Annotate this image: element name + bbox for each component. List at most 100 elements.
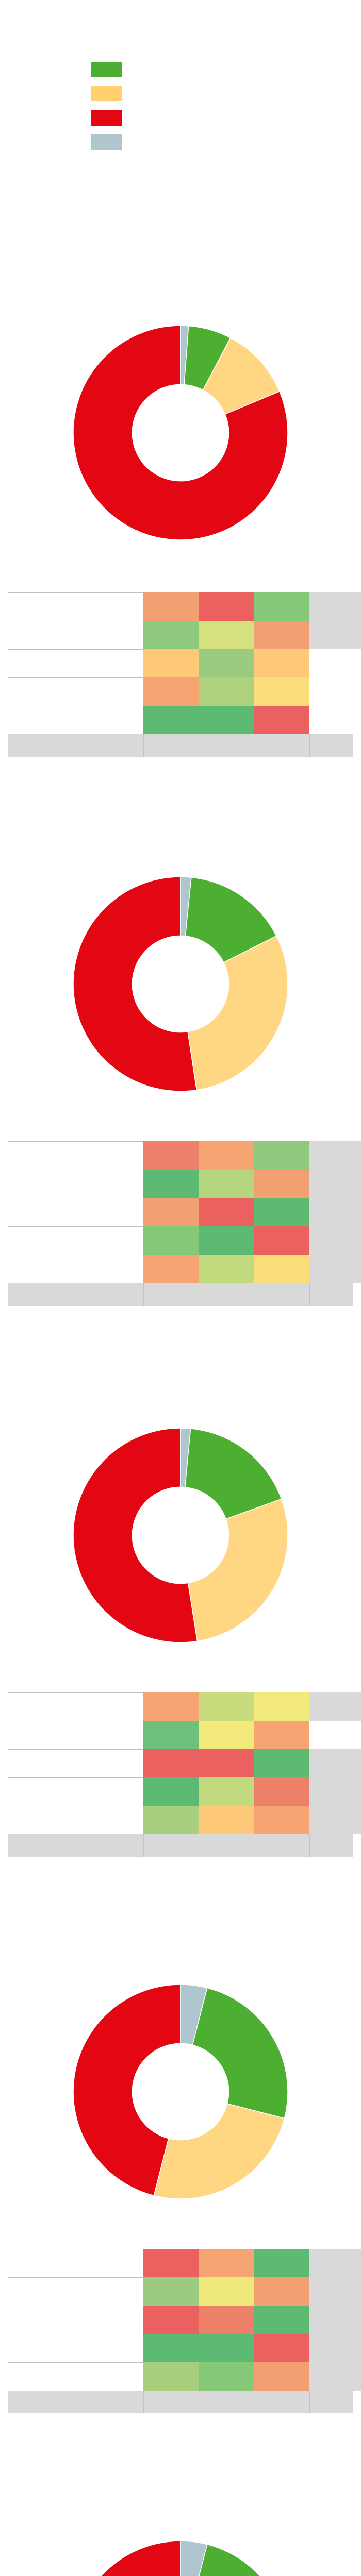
table-row[interactable] (0, 1692, 361, 1721)
donut-slice-red[interactable] (73, 876, 198, 1092)
table-row[interactable] (0, 1721, 361, 1749)
heat-cell[interactable] (199, 1806, 254, 1834)
table-row[interactable] (0, 1806, 361, 1834)
heat-cell[interactable] (199, 1721, 254, 1749)
heat-cell[interactable] (254, 706, 309, 734)
heat-cell[interactable] (199, 2277, 254, 2306)
heat-cell[interactable] (143, 2249, 199, 2277)
heat-cell[interactable] (309, 706, 361, 734)
heat-cell[interactable] (309, 1255, 361, 1283)
heat-cell[interactable] (199, 1692, 254, 1721)
donut-slice-yellow[interactable] (187, 1498, 288, 1642)
heat-cell[interactable] (309, 1141, 361, 1170)
heat-cell[interactable] (143, 1777, 199, 1806)
heat-cell[interactable] (309, 1721, 361, 1749)
heat-cell[interactable] (254, 621, 309, 649)
heat-cell[interactable] (199, 677, 254, 706)
heat-cell[interactable] (254, 592, 309, 621)
heat-cell[interactable] (309, 1198, 361, 1226)
heat-cell[interactable] (143, 2277, 199, 2306)
legend-item-red[interactable] (0, 110, 361, 141)
legend-item-grey[interactable] (0, 134, 361, 165)
heat-cell[interactable] (199, 649, 254, 677)
table-row[interactable] (0, 677, 361, 706)
donut-slice-green[interactable] (192, 1987, 288, 2119)
heat-cell[interactable] (199, 1226, 254, 1255)
heat-cell[interactable] (199, 1777, 254, 1806)
donut-slice-green[interactable] (192, 2544, 261, 2576)
table-row[interactable] (0, 649, 361, 677)
heat-cell[interactable] (254, 1170, 309, 1198)
heat-cell[interactable] (143, 592, 199, 621)
donut-slice-red[interactable] (73, 325, 288, 540)
table-row[interactable] (0, 2362, 361, 2391)
heat-cell[interactable] (143, 1255, 199, 1283)
heat-cell[interactable] (199, 1170, 254, 1198)
heat-cell[interactable] (143, 1226, 199, 1255)
table-row[interactable] (0, 1255, 361, 1283)
heat-cell[interactable] (199, 1141, 254, 1170)
heat-cell[interactable] (254, 677, 309, 706)
heat-cell[interactable] (199, 2362, 254, 2391)
heat-cell[interactable] (143, 1749, 254, 1777)
table-row[interactable] (0, 1749, 361, 1777)
heat-cell[interactable] (309, 2277, 361, 2306)
donut-slice-red[interactable] (73, 1984, 181, 2196)
heat-cell[interactable] (309, 592, 361, 621)
table-row[interactable] (0, 1198, 361, 1226)
heat-cell[interactable] (309, 677, 361, 706)
heat-cell[interactable] (309, 1692, 361, 1721)
donut-slice-red[interactable] (73, 2540, 265, 2576)
heat-cell[interactable] (143, 706, 254, 734)
heat-cell[interactable] (309, 2334, 361, 2362)
heat-cell[interactable] (143, 649, 199, 677)
heat-cell[interactable] (143, 2362, 199, 2391)
heat-cell[interactable] (254, 2362, 309, 2391)
table-row[interactable] (0, 706, 361, 734)
heat-cell[interactable] (199, 592, 254, 621)
heat-cell[interactable] (199, 621, 254, 649)
heat-cell[interactable] (143, 2306, 199, 2334)
donut-slice-green[interactable] (184, 1428, 282, 1520)
heat-cell[interactable] (254, 649, 309, 677)
heat-cell[interactable] (143, 1721, 199, 1749)
table-row[interactable] (0, 1226, 361, 1255)
heat-cell[interactable] (143, 1141, 199, 1170)
heat-cell[interactable] (309, 621, 361, 649)
heat-cell[interactable] (143, 677, 199, 706)
heat-cell[interactable] (309, 2249, 361, 2277)
heat-cell[interactable] (254, 1141, 309, 1170)
heat-cell[interactable] (199, 1198, 254, 1226)
table-row[interactable] (0, 1141, 361, 1170)
legend-item-green[interactable] (0, 62, 361, 93)
heat-cell[interactable] (254, 2306, 309, 2334)
heat-cell[interactable] (309, 1749, 361, 1777)
table-row[interactable] (0, 1170, 361, 1198)
table-row[interactable] (0, 2249, 361, 2277)
donut-slice-yellow[interactable] (187, 935, 288, 1091)
heat-cell[interactable] (309, 649, 361, 677)
heat-cell[interactable] (199, 2306, 254, 2334)
heat-cell[interactable] (309, 1806, 361, 1834)
heat-cell[interactable] (254, 1721, 309, 1749)
heat-cell[interactable] (254, 1692, 309, 1721)
table-row[interactable] (0, 1777, 361, 1806)
heat-cell[interactable] (254, 1255, 309, 1283)
heat-cell[interactable] (309, 2362, 361, 2391)
heat-cell[interactable] (254, 2334, 309, 2362)
table-row[interactable] (0, 592, 361, 621)
heat-cell[interactable] (143, 621, 199, 649)
heat-cell[interactable] (254, 2249, 309, 2277)
donut-slice-green[interactable] (185, 877, 277, 963)
heat-cell[interactable] (309, 2306, 361, 2334)
donut-slice-yellow[interactable] (153, 2103, 285, 2199)
heat-cell[interactable] (143, 1170, 199, 1198)
heat-cell[interactable] (199, 1255, 254, 1283)
heat-cell[interactable] (254, 2277, 309, 2306)
table-row[interactable] (0, 621, 361, 649)
heat-cell[interactable] (143, 1806, 199, 1834)
heat-cell[interactable] (254, 1806, 309, 1834)
heat-cell[interactable] (309, 1226, 361, 1255)
heat-cell[interactable] (143, 1198, 199, 1226)
table-row[interactable] (0, 2306, 361, 2334)
